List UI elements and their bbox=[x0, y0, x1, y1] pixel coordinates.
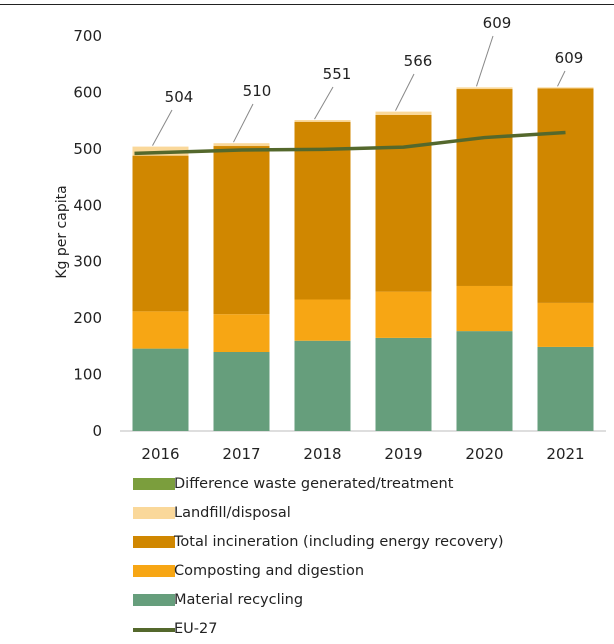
legend-label: Difference waste generated/treatment bbox=[174, 476, 454, 492]
eu27-line bbox=[134, 130, 566, 156]
total-data-label: 510 bbox=[243, 82, 272, 100]
x-tick-label: 2021 bbox=[546, 445, 584, 463]
bar-segment bbox=[294, 120, 351, 122]
x-tick-label: 2019 bbox=[384, 445, 422, 463]
legend-label: Material recycling bbox=[174, 592, 304, 608]
bar-segment bbox=[294, 340, 351, 431]
x-tick-label: 2018 bbox=[303, 445, 341, 463]
bar-segment bbox=[456, 285, 513, 332]
bar-segment bbox=[375, 291, 432, 338]
stacked-bar-chart: 0 100 200 300 400 500 600 700 504 510 551 566 609 60… bbox=[54, 14, 606, 463]
bar-segment bbox=[537, 88, 594, 303]
bar-segment bbox=[213, 314, 270, 352]
bar-segment bbox=[132, 155, 189, 312]
bar-segment bbox=[456, 89, 513, 286]
legend-label: Total incineration (including energy rec… bbox=[174, 534, 504, 550]
bar-segment bbox=[375, 111, 432, 115]
legend-label: Landfill/disposal bbox=[174, 505, 291, 521]
bar-segment bbox=[213, 143, 270, 147]
data-label-leader bbox=[557, 70, 566, 87]
bar-segment bbox=[294, 299, 351, 341]
total-data-label: 609 bbox=[555, 49, 584, 67]
bar-segment bbox=[375, 337, 432, 431]
y-axis-title: Kg per capita bbox=[54, 185, 70, 278]
y-tick-label: 400 bbox=[73, 196, 102, 214]
y-tick-label: 300 bbox=[73, 253, 102, 271]
x-tick-label: 2020 bbox=[465, 445, 503, 463]
data-label-leader bbox=[152, 109, 173, 146]
data-label-leader bbox=[314, 86, 334, 120]
legend-swatch bbox=[133, 478, 175, 490]
legend-swatch bbox=[133, 594, 175, 606]
x-tick-label: 2016 bbox=[141, 445, 179, 463]
bar-segment bbox=[537, 87, 594, 89]
bar-segment bbox=[537, 302, 594, 347]
data-label-leader bbox=[233, 103, 254, 143]
legend-swatch bbox=[133, 536, 175, 548]
bar-segment bbox=[456, 87, 513, 90]
bar-segment bbox=[294, 121, 351, 300]
legend-line-swatch bbox=[133, 628, 175, 632]
total-data-label: 566 bbox=[404, 52, 433, 70]
y-tick-label: 700 bbox=[73, 27, 102, 45]
legend-swatch bbox=[133, 565, 175, 577]
y-tick-label: 500 bbox=[73, 140, 102, 158]
legend-swatch bbox=[133, 507, 175, 519]
data-label-leader bbox=[395, 73, 415, 111]
bar-segment bbox=[537, 346, 594, 431]
legend-label: EU-27 bbox=[174, 621, 218, 637]
bar-segment bbox=[132, 348, 189, 431]
total-data-label: 551 bbox=[323, 65, 352, 83]
bar-segment bbox=[132, 311, 189, 349]
bar-segment bbox=[375, 114, 432, 292]
bar-segment bbox=[213, 146, 270, 315]
bar-segment bbox=[213, 351, 270, 431]
total-data-label: 504 bbox=[165, 88, 194, 106]
y-tick-label: 600 bbox=[73, 83, 102, 101]
x-tick-label: 2017 bbox=[222, 445, 260, 463]
total-data-label: 609 bbox=[483, 14, 512, 32]
top-rule bbox=[0, 4, 614, 5]
y-tick-label: 100 bbox=[73, 366, 102, 384]
data-label-leader bbox=[476, 35, 494, 87]
y-tick-label: 0 bbox=[92, 422, 102, 440]
y-tick-label: 200 bbox=[73, 309, 102, 327]
bar-segment bbox=[456, 331, 513, 431]
legend-label: Composting and digestion bbox=[174, 563, 365, 579]
